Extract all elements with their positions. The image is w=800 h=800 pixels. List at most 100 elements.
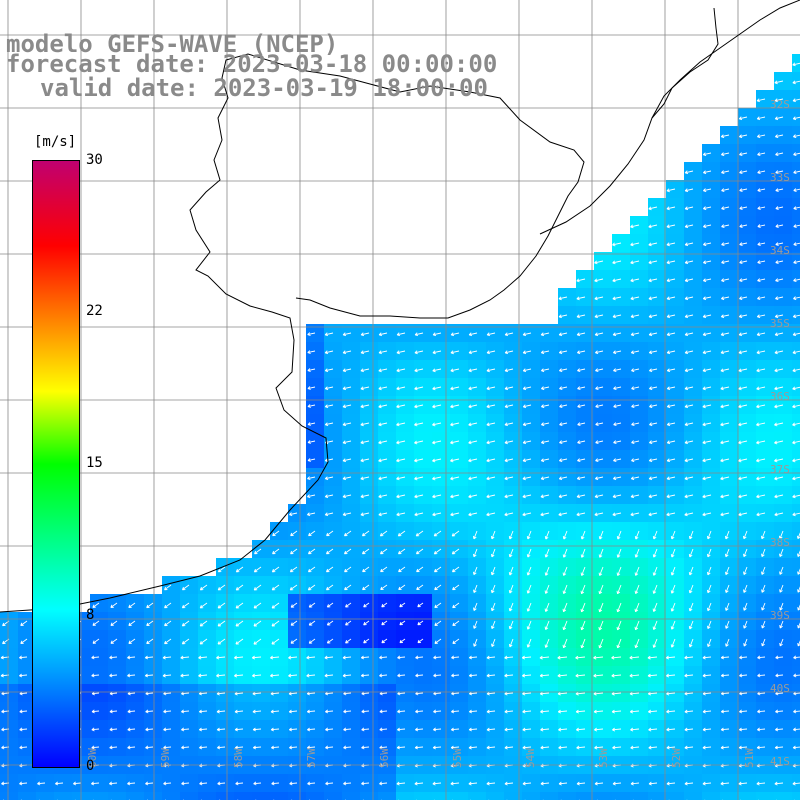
wind-arrow (702, 152, 712, 157)
wind-arrow (91, 673, 100, 678)
wind-arrow (396, 745, 406, 750)
wind-arrow (308, 638, 316, 644)
wind-arrow (756, 98, 766, 103)
wind-arrow (342, 440, 352, 445)
wind-arrow (775, 673, 784, 678)
wind-arrow (775, 242, 784, 247)
wind-arrow (558, 494, 568, 499)
wind-arrow (342, 368, 352, 373)
wind-arrow (290, 548, 298, 555)
wind-arrow (576, 296, 586, 301)
wind-arrow (198, 727, 208, 732)
wind-arrow (688, 548, 694, 558)
wind-arrow (253, 620, 262, 627)
wind-arrow (504, 368, 514, 373)
wind-arrow (757, 206, 766, 211)
wind-arrow (181, 602, 190, 609)
wind-arrow (270, 727, 280, 732)
wind-arrow (450, 512, 460, 517)
wind-arrow (414, 386, 424, 391)
wind-arrow (612, 242, 622, 247)
wind-arrow (451, 673, 460, 678)
wind-arrow (199, 602, 208, 609)
wind-cell (792, 684, 800, 702)
wind-cell (108, 792, 126, 800)
wind-arrow (415, 548, 424, 555)
wind-arrow (774, 134, 784, 139)
wind-arrow (775, 152, 784, 157)
wind-arrow (593, 691, 604, 696)
wind-arrow (450, 404, 460, 409)
wind-arrow (670, 584, 676, 594)
wind-arrow (342, 494, 352, 499)
wind-arrow (145, 709, 154, 714)
wind-arrow (702, 368, 712, 373)
wind-arrow (702, 476, 712, 481)
wind-arrow (562, 548, 568, 558)
wind-arrow (774, 745, 784, 750)
wind-arrow (414, 476, 424, 481)
wind-arrow (396, 368, 406, 373)
wind-cell (342, 792, 360, 800)
wind-arrow (595, 386, 604, 391)
wind-arrow (725, 584, 730, 593)
wind-arrow (289, 566, 298, 573)
wind-arrow (360, 368, 370, 373)
wind-arrow (562, 620, 568, 631)
wind-arrow (666, 404, 676, 409)
wind-arrow (306, 709, 316, 714)
wind-arrow (342, 458, 352, 463)
wind-arrow (198, 709, 208, 714)
wind-arrow (558, 512, 568, 517)
wind-arrow (688, 584, 694, 594)
wind-arrow (611, 691, 622, 696)
wind-arrow (684, 278, 694, 283)
wind-arrow (684, 655, 694, 660)
wind-arrow (127, 745, 136, 750)
wind-arrow (649, 404, 658, 409)
wind-arrow (720, 350, 730, 355)
wind-arrow (739, 224, 748, 229)
wind-arrow (577, 440, 586, 445)
wind-arrow (432, 404, 442, 409)
wind-arrow (720, 296, 730, 301)
wind-arrow (598, 584, 604, 595)
wind-arrow (666, 278, 676, 283)
wind-arrow (629, 691, 640, 696)
wind-arrow (757, 170, 766, 175)
wind-arrow (396, 386, 406, 391)
wind-arrow (451, 709, 460, 714)
wind-arrow (580, 620, 586, 631)
wind-arrow (666, 422, 676, 427)
wind-cell (792, 288, 800, 306)
wind-arrow (199, 781, 208, 786)
wind-arrow (666, 260, 676, 265)
wind-arrow (307, 422, 316, 426)
wind-arrow (217, 638, 226, 645)
wind-arrow (379, 781, 388, 786)
wind-arrow (110, 602, 118, 608)
wind-arrow (575, 673, 586, 678)
wind-arrow (307, 350, 316, 355)
wind-arrow (724, 530, 730, 540)
wind-arrow (648, 440, 658, 445)
wind-arrow (774, 404, 784, 409)
wind-arrow (702, 422, 712, 427)
wind-arrow (415, 655, 424, 660)
wind-arrow (433, 530, 442, 537)
wind-arrow (450, 350, 460, 355)
wind-arrow (288, 727, 298, 732)
wind-arrow (468, 386, 478, 391)
wind-cell (468, 792, 486, 800)
wind-arrow (486, 386, 496, 391)
wind-arrow (594, 314, 604, 319)
wind-arrow (181, 781, 190, 786)
wind-arrow (721, 278, 730, 283)
wind-arrow (670, 566, 676, 576)
latitude-label: 40S (770, 682, 790, 695)
wind-arrow (235, 584, 244, 591)
wind-arrow (288, 655, 298, 660)
wind-arrow (652, 584, 658, 594)
wind-arrow (164, 584, 172, 591)
wind-arrow (540, 709, 550, 714)
